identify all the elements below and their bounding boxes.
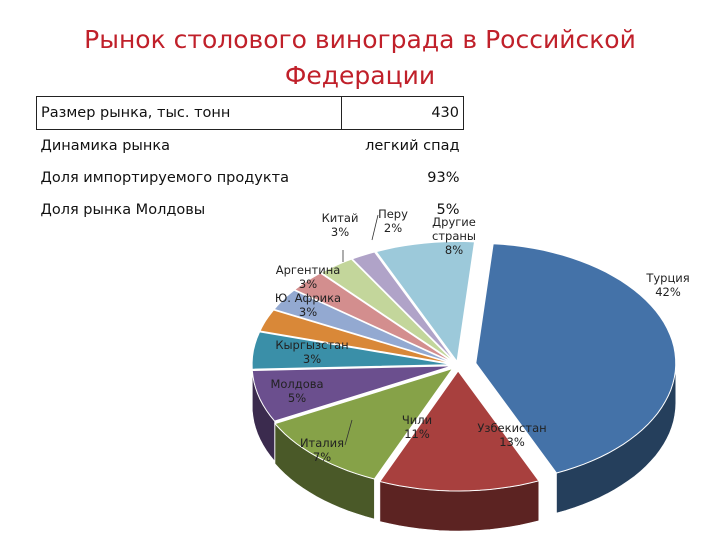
pie-slice-италия <box>251 365 453 422</box>
pie-label-узбекистан: Узбекистан 13% <box>477 421 546 449</box>
pie-slice-кыргызстан <box>259 309 453 365</box>
pie-leader-lines <box>342 214 379 446</box>
market-stats-table: Размер рынка, тыс. тонн 430 Динамика рын… <box>35 96 464 226</box>
pie-slice-чили <box>274 367 454 480</box>
chart-title: Рынок столового винограда в Российской Ф… <box>84 25 636 90</box>
pie-slice-узбекистан <box>379 370 540 492</box>
stats-value: 430 <box>341 96 464 130</box>
pie-label-турция: Турция 42% <box>645 271 689 299</box>
pie-label-италия: Италия 7% <box>300 436 344 464</box>
pie-sides <box>251 363 677 532</box>
pie-label-молдова: Молдова 5% <box>270 377 323 405</box>
pie-label-другие-страны: Другие страны 8% <box>432 215 476 257</box>
pie-slices <box>251 241 677 492</box>
pie-labels: Турция 42% Узбекистан 13% Чили 11% Италия 7% Мол… <box>270 207 689 464</box>
stats-label: Размер рынка, тыс. тонн <box>35 96 343 130</box>
pie-slice-перу <box>351 251 456 363</box>
pie-label-кыргызстан: Кыргызстан 3% <box>275 338 348 366</box>
stats-label: Доля рынка Молдовы <box>40 202 206 218</box>
stats-label: Доля импортируемого продукта <box>40 170 289 186</box>
pie-label-китай: Китай 3% <box>322 211 359 239</box>
stats-value: 93% <box>427 170 460 186</box>
stats-row: Размер рынка, тыс. тонн 430 <box>35 96 464 130</box>
pie-slice-молдова <box>251 331 453 370</box>
stats-row: Доля рынка Молдовы 5% <box>37 194 464 226</box>
stats-value: легкий спад <box>365 138 460 154</box>
pie-label-перу: Перу 2% <box>378 207 408 235</box>
pie-slice-ю-африка <box>273 289 454 364</box>
pie-label-чили: Чили 11% <box>402 413 432 441</box>
leader-line-италия <box>344 419 353 446</box>
stats-label: Динамика рынка <box>40 138 171 154</box>
stats-row: Доля импортируемого продукта 93% <box>37 162 464 194</box>
stats-value: 5% <box>436 202 460 218</box>
pie-label-ю-африка: Ю. Африка 3% <box>275 291 341 319</box>
pie-label-аргентина: Аргентина 3% <box>276 263 341 291</box>
leader-line-перу <box>371 214 379 241</box>
stats-row: Динамика рынка легкий спад <box>37 130 464 163</box>
pie-slice-турция <box>475 243 677 474</box>
pie-slice-другие-страны <box>375 241 476 363</box>
pie-slice-аргентина <box>293 272 454 364</box>
pie-slice-китай <box>320 258 455 363</box>
